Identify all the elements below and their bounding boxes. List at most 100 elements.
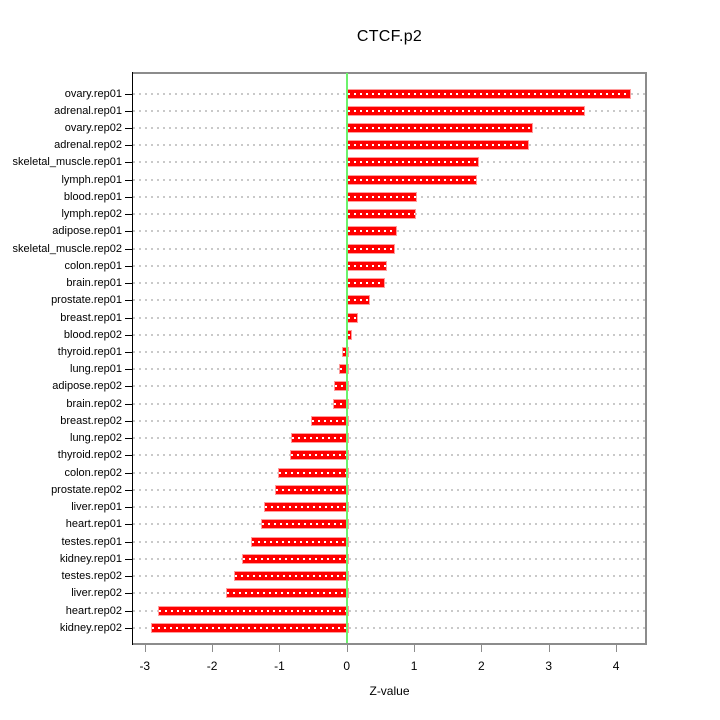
y-tick-label: prostate.rep02 xyxy=(51,483,122,496)
plot-area xyxy=(132,72,647,645)
y-tick-label: ovary.rep02 xyxy=(64,121,122,134)
y-tick xyxy=(125,420,132,422)
x-tick xyxy=(279,645,281,652)
y-tick xyxy=(125,127,132,129)
grid-line xyxy=(133,282,645,285)
y-tick xyxy=(125,265,132,267)
x-tick xyxy=(212,645,214,652)
y-tick xyxy=(125,438,132,440)
grid-line xyxy=(133,419,645,422)
bar xyxy=(346,157,479,168)
bar xyxy=(346,122,534,133)
y-tick xyxy=(125,283,132,285)
y-tick xyxy=(125,300,132,302)
bar xyxy=(346,88,631,99)
x-tick-label: 2 xyxy=(478,659,485,673)
x-tick xyxy=(346,645,348,652)
y-tick-label: kidney.rep01 xyxy=(59,552,122,565)
bar xyxy=(346,174,477,185)
y-tick xyxy=(125,196,132,198)
x-tick-label: -1 xyxy=(274,659,285,673)
y-tick xyxy=(125,472,132,474)
y-tick xyxy=(125,145,132,147)
y-tick xyxy=(125,541,132,543)
y-tick xyxy=(125,507,132,509)
y-tick-label: colon.rep01 xyxy=(64,259,123,272)
bar xyxy=(332,398,349,409)
y-tick-label: thyroid.rep02 xyxy=(57,449,122,462)
bar xyxy=(261,519,349,530)
bar xyxy=(278,467,349,478)
y-tick-label: heart.rep01 xyxy=(65,518,122,531)
bar xyxy=(157,605,349,616)
y-tick xyxy=(125,610,132,612)
y-tick-label: ovary.rep01 xyxy=(64,87,122,100)
bar xyxy=(346,295,370,306)
y-tick-label: liver.rep01 xyxy=(71,501,122,514)
y-tick xyxy=(125,593,132,595)
bar xyxy=(346,312,359,323)
grid-line xyxy=(133,454,645,457)
grid-line xyxy=(133,488,645,491)
grid-line xyxy=(133,402,645,405)
y-tick-label: adrenal.rep01 xyxy=(54,104,122,117)
grid-line xyxy=(133,351,645,354)
y-tick-label: thyroid.rep01 xyxy=(57,346,122,359)
y-tick-label: adipose.rep02 xyxy=(52,380,122,393)
bar xyxy=(346,243,396,254)
grid-line xyxy=(133,299,645,302)
y-tick-label: breast.rep01 xyxy=(60,311,122,324)
y-tick-label: lymph.rep02 xyxy=(61,208,122,221)
y-tick xyxy=(125,334,132,336)
y-tick xyxy=(125,110,132,112)
x-tick-label: -3 xyxy=(139,659,151,673)
bar xyxy=(234,571,349,582)
y-tick-label: brain.rep02 xyxy=(66,397,122,410)
y-tick-label: lymph.rep01 xyxy=(61,173,122,186)
bar xyxy=(333,381,349,392)
y-tick xyxy=(125,524,132,526)
grid-line xyxy=(133,471,645,474)
y-tick xyxy=(125,317,132,319)
bar xyxy=(346,191,418,202)
x-tick-label: 4 xyxy=(612,659,620,673)
y-tick-label: lung.rep02 xyxy=(70,432,122,445)
bar xyxy=(346,105,586,116)
bar xyxy=(346,260,388,271)
grid-line xyxy=(133,557,645,560)
y-tick-label: blood.rep01 xyxy=(63,190,122,203)
bar xyxy=(311,415,349,426)
x-tick-label: 1 xyxy=(410,659,418,673)
y-tick-label: skeletal_muscle.rep01 xyxy=(12,156,122,169)
y-tick xyxy=(125,455,132,457)
grid-line xyxy=(133,316,645,319)
grid-line xyxy=(133,609,645,612)
y-tick xyxy=(125,489,132,491)
y-tick-label: colon.rep02 xyxy=(64,466,123,479)
bar xyxy=(342,347,349,358)
x-tick xyxy=(481,645,483,652)
y-tick xyxy=(125,386,132,388)
grid-line xyxy=(133,385,645,388)
bar xyxy=(263,502,349,513)
bar xyxy=(338,364,349,375)
y-axis-line xyxy=(132,72,133,645)
bar xyxy=(346,226,397,237)
y-tick xyxy=(125,93,132,95)
y-tick xyxy=(125,231,132,233)
bar xyxy=(290,433,349,444)
grid-line xyxy=(133,540,645,543)
y-tick xyxy=(125,248,132,250)
y-tick-label: testes.rep02 xyxy=(61,570,122,583)
grid-line xyxy=(133,523,645,526)
bar xyxy=(289,450,349,461)
y-tick-label: adipose.rep01 xyxy=(52,225,122,238)
bar xyxy=(226,588,349,599)
y-tick xyxy=(125,214,132,216)
grid-line xyxy=(133,575,645,578)
x-tick xyxy=(414,645,416,652)
x-axis-title: Z-value xyxy=(369,684,410,698)
y-tick xyxy=(125,352,132,354)
y-tick-label: testes.rep01 xyxy=(61,535,122,548)
